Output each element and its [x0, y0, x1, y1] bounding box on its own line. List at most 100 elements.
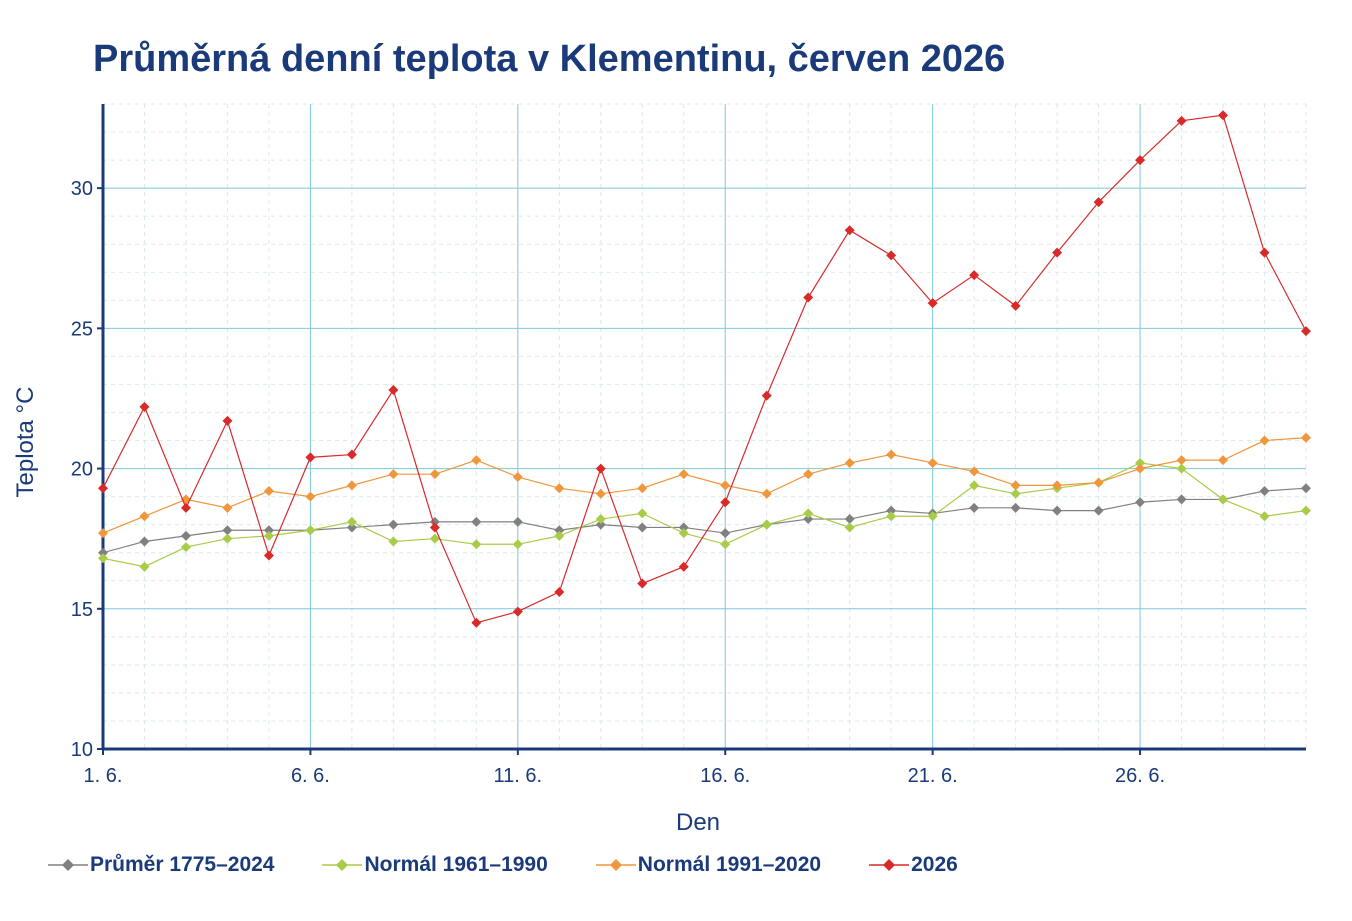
data-point	[761, 390, 772, 401]
data-point	[969, 502, 980, 513]
data-point	[761, 488, 772, 499]
legend-label: Normál 1991–2020	[637, 853, 822, 876]
data-point	[844, 225, 855, 236]
axes	[97, 104, 1306, 755]
data-point	[263, 486, 274, 496]
data-point	[1093, 197, 1104, 208]
y-tick-label: 30	[71, 178, 93, 200]
data-point	[1301, 483, 1311, 494]
data-point	[346, 516, 357, 527]
legend-item[interactable]: 2026	[869, 850, 958, 880]
data-point	[429, 469, 440, 480]
series-line	[102, 487, 1307, 554]
data-point	[222, 525, 233, 536]
data-point	[1259, 511, 1270, 522]
data-point	[844, 514, 855, 525]
data-point	[1218, 455, 1229, 466]
data-point	[844, 522, 855, 533]
series-1	[98, 483, 1311, 558]
data-point	[595, 488, 606, 499]
y-tick-label: 20	[71, 459, 93, 481]
series-line	[102, 114, 1307, 624]
data-point	[222, 415, 233, 426]
data-point	[1093, 477, 1104, 488]
data-point	[305, 491, 316, 502]
data-point	[263, 525, 274, 536]
data-point	[720, 497, 731, 508]
data-point	[139, 561, 150, 572]
data-point	[595, 519, 606, 530]
data-point	[471, 539, 482, 550]
data-point	[1176, 455, 1187, 466]
data-point	[969, 466, 980, 477]
data-point	[1301, 505, 1311, 516]
data-point	[1259, 486, 1270, 496]
data-point	[512, 606, 523, 617]
legend-item[interactable]: Průměr 1775–2024	[48, 850, 274, 880]
data-point	[803, 514, 814, 525]
legend-swatch	[322, 859, 363, 871]
data-point	[263, 550, 274, 561]
legend-swatch	[869, 859, 910, 871]
major-grid	[103, 104, 1306, 749]
data-point	[1176, 463, 1187, 474]
data-point	[886, 449, 897, 460]
data-point	[678, 522, 689, 533]
data-point	[346, 522, 357, 533]
data-point	[927, 298, 938, 309]
minor-grid	[103, 103, 1307, 749]
data-point	[471, 617, 482, 628]
data-point	[1052, 247, 1063, 258]
data-point	[1135, 497, 1146, 508]
data-point	[969, 270, 980, 281]
data-point	[637, 578, 648, 589]
data-point	[1010, 488, 1021, 499]
legend: Průměr 1775–2024 Normál 1961–1990 Normál 1…	[48, 850, 1006, 880]
legend-label: Průměr 1775–2024	[90, 853, 275, 876]
data-point	[554, 530, 565, 541]
legend-swatch	[595, 859, 636, 871]
x-tick-label: 6. 6.	[291, 765, 330, 787]
series-line	[102, 462, 1307, 568]
data-point	[678, 469, 689, 480]
data-point	[139, 511, 150, 522]
data-point	[305, 452, 316, 463]
legend-item[interactable]: Normál 1991–2020	[595, 850, 822, 880]
data-point	[1259, 247, 1270, 258]
data-point	[1176, 115, 1187, 126]
data-point	[388, 469, 399, 480]
y-tick-label: 10	[71, 739, 93, 761]
data-point	[388, 536, 399, 547]
legend-label: Normál 1961–1990	[364, 853, 548, 876]
data-point	[886, 250, 897, 261]
y-tick-label: 25	[71, 318, 93, 340]
data-point	[346, 480, 357, 491]
data-point	[803, 469, 814, 480]
data-point	[1135, 457, 1146, 468]
data-point	[1259, 435, 1270, 446]
legend-label: 2026	[911, 853, 958, 876]
data-point	[1010, 300, 1021, 311]
x-tick-label: 16. 6.	[700, 765, 750, 787]
series-3	[98, 432, 1311, 539]
series-2	[98, 457, 1311, 572]
data-point	[927, 511, 938, 522]
data-point	[720, 480, 731, 491]
legend-swatch	[48, 859, 88, 871]
y-axis-label: Teplota °C	[12, 387, 39, 498]
data-point	[1301, 326, 1311, 337]
data-point	[471, 516, 482, 527]
data-point	[637, 483, 648, 494]
data-point	[1218, 110, 1229, 121]
data-point	[1135, 463, 1146, 474]
data-point	[98, 483, 108, 494]
data-point	[1052, 505, 1063, 516]
series-line	[102, 437, 1307, 534]
data-point	[471, 455, 482, 466]
legend-item[interactable]: Normál 1961–1990	[322, 850, 548, 880]
data-point	[222, 502, 233, 513]
data-point	[222, 533, 233, 544]
data-point	[637, 508, 648, 519]
x-tick-label: 26. 6.	[1115, 765, 1165, 787]
